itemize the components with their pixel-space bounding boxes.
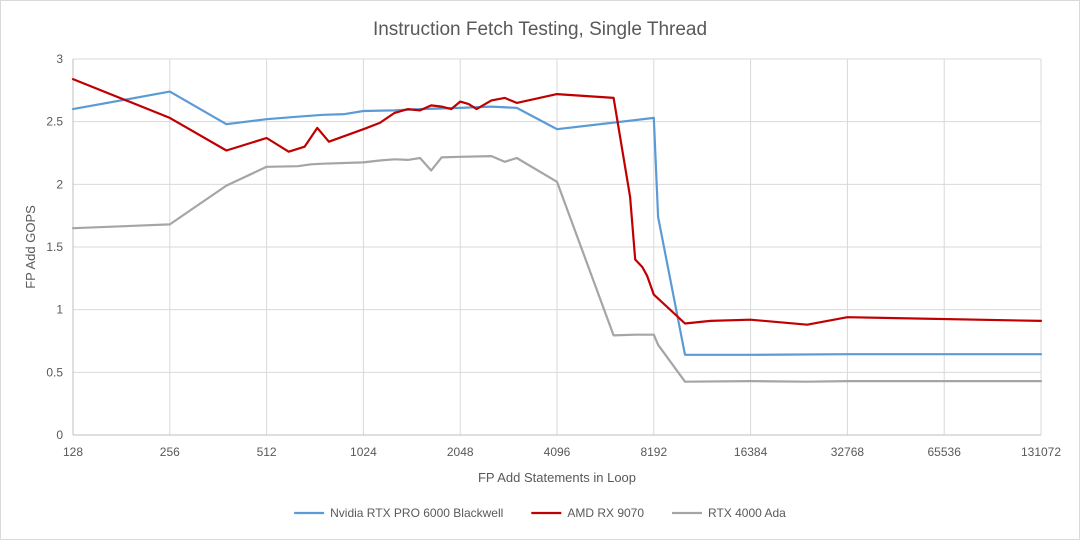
y-tick-label: 0 [56,428,63,442]
x-tick-label: 256 [160,445,180,459]
series-line-1 [71,90,1043,356]
legend-label-3: RTX 4000 Ada [708,506,786,520]
y-tick-label: 1 [56,303,63,317]
x-tick-label: 1024 [350,445,377,459]
series-line-3 [71,155,1043,383]
y-tick-label: 1.5 [46,240,63,254]
x-tick-label: 131072 [1021,445,1061,459]
gridlines [73,58,1042,435]
axes: 0 0.5 1 1.5 2 2.5 3 128 256 512 1024 2048 4096 8192 16… [46,52,1061,459]
series-line-2 [71,77,1043,326]
y-tick-label: 2.5 [46,115,63,129]
x-tick-label: 512 [257,445,277,459]
chart-title: Instruction Fetch Testing, Single Thread [373,19,707,40]
x-tick-label: 2048 [447,445,474,459]
legend-label-2: AMD RX 9070 [567,506,644,520]
legend-label-1: Nvidia RTX PRO 6000 Blackwell [330,506,503,520]
x-axis-title: FP Add Statements in Loop [478,470,636,485]
x-tick-label: 128 [63,445,83,459]
x-tick-label: 32768 [831,445,865,459]
x-tick-label: 65536 [928,445,962,459]
x-tick-label: 16384 [734,445,768,459]
y-axis-title: FP Add GOPS [23,205,38,289]
y-tick-label: 3 [56,52,63,66]
x-tick-label: 8192 [640,445,667,459]
legend: Nvidia RTX PRO 6000 Blackwell AMD RX 9070… [294,506,786,520]
x-tick-label: 4096 [544,445,571,459]
y-tick-label: 0.5 [46,365,63,379]
series-lines [71,77,1043,383]
y-tick-label: 2 [56,177,63,191]
